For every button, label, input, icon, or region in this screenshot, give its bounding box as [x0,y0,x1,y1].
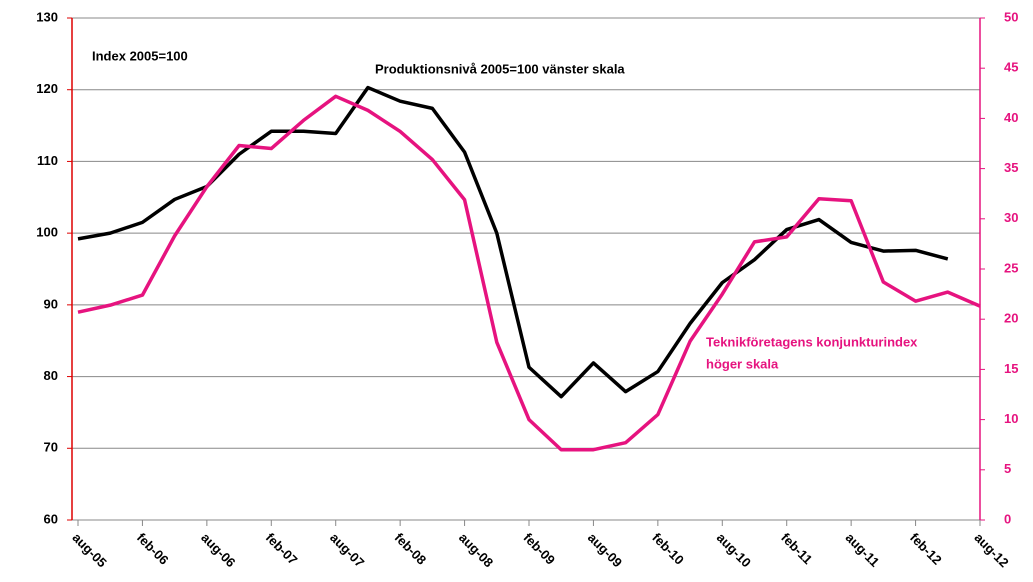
x-tick-label: aug-05 [69,530,109,570]
line-series [77,94,981,452]
x-tick-label: aug-12 [971,530,1011,570]
x-tick-label: aug-10 [714,530,754,570]
x-tick-label: feb-07 [263,530,301,568]
x-tick-label: aug-09 [585,530,625,570]
y-tick-label: 70 [44,440,58,455]
y2-tick-label: 40 [1004,110,1018,125]
y2-tick-label: 30 [1004,210,1018,225]
x-tick-label: aug-07 [327,530,367,570]
y2-tick-label: 20 [1004,311,1018,326]
y-tick-label: 100 [36,225,58,240]
series-label: Teknikföretagens konjunkturindex [706,334,918,349]
y-tick-label: 120 [36,81,58,96]
y2-tick-label: 10 [1004,411,1018,426]
annotation: Index 2005=100 [92,48,188,63]
x-tick-label: feb-10 [649,530,687,568]
x-tick-label: feb-08 [392,530,430,568]
x-tick-label: feb-09 [520,530,558,568]
x-tick-label: aug-11 [843,530,883,570]
x-tick-label: aug-06 [198,530,238,570]
x-tick-label: aug-08 [456,530,496,570]
y2-tick-label: 35 [1004,160,1018,175]
y-tick-label: 110 [37,153,58,168]
y2-tick-label: 50 [1004,9,1018,24]
y2-tick-label: 15 [1004,361,1018,376]
y-tick-label: 80 [44,368,58,383]
y2-tick-label: 0 [1004,511,1011,526]
x-tick-label: feb-06 [134,530,172,568]
y2-tick-label: 45 [1004,60,1018,75]
x-tick-label: feb-11 [778,530,815,567]
y-tick-label: 130 [36,9,58,24]
line-series [77,85,949,399]
y-tick-label: 60 [44,511,58,526]
annotation: höger skala [706,356,779,371]
y2-tick-label: 5 [1004,461,1011,476]
y2-tick-label: 25 [1004,260,1018,275]
x-tick-label: feb-12 [907,530,945,568]
y-tick-label: 90 [44,296,58,311]
series-label: Produktionsnivå 2005=100 vänster skala [375,61,625,76]
